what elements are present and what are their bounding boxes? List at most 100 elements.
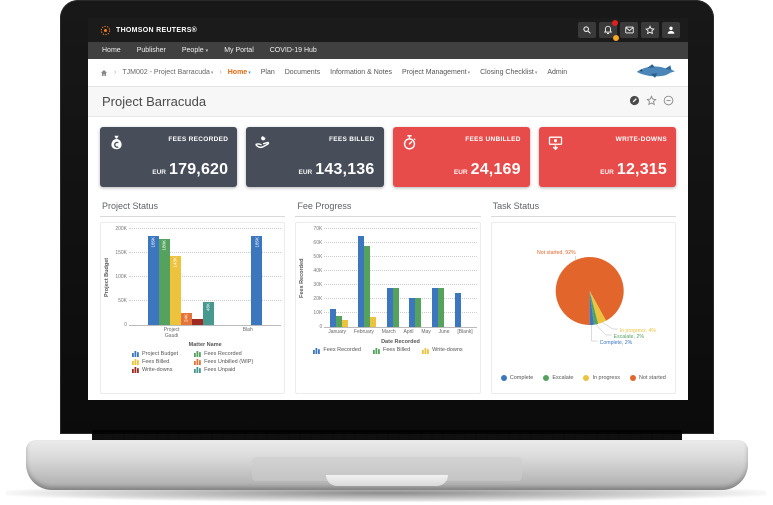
x-axis-label: Matter Name: [188, 342, 222, 348]
y-tick: 70K: [313, 226, 323, 232]
bar-group-january: [329, 309, 348, 327]
bar-fees-billed[interactable]: [415, 298, 422, 327]
y-tick: 50K: [118, 298, 127, 304]
tab-admin[interactable]: Admin: [547, 69, 568, 76]
tr-orbit-icon: [100, 25, 111, 35]
bar-fees-unbilled-wip-[interactable]: 24K: [180, 313, 192, 325]
legend-item-fees-unbilled-wip-[interactable]: Fees Unbilled (WIP): [194, 358, 253, 365]
nav-item-covid-19-hub[interactable]: COVID-19 Hub: [269, 47, 317, 54]
bar-write-downs[interactable]: [191, 319, 203, 325]
hand-coin-icon: [254, 134, 271, 156]
y-tick: 150K: [115, 250, 127, 256]
pie-slice-not-started[interactable]: [555, 257, 624, 325]
laptop-lid-notch: [326, 475, 448, 486]
bar-write-downs[interactable]: [370, 317, 377, 327]
bar-fees-billed[interactable]: [335, 316, 342, 327]
pie-slice-in-progress[interactable]: [589, 291, 606, 324]
fee-progress-chart: Fees Recorded 0 10K 20K 30K 40K 50K 60K 70K Janua…: [295, 222, 481, 394]
bar-fees-recorded[interactable]: [454, 293, 461, 327]
kpi-label: FEES UNBILLED: [465, 136, 521, 143]
y-tick: 40K: [313, 268, 323, 274]
bar-fees-billed[interactable]: 143K: [169, 256, 181, 325]
legend-item-project-budget[interactable]: Project Budget: [132, 350, 178, 357]
y-tick: 30K: [313, 282, 323, 288]
bar-fees-billed[interactable]: [364, 246, 371, 327]
pie-chart-icon: [629, 375, 636, 381]
bar-fees-recorded[interactable]: [409, 298, 416, 327]
bar-chart-icon: [132, 367, 139, 373]
home-icon[interactable]: [100, 64, 108, 82]
chart-legend: Project Budget Fees Recorded Fees Billed Fe…: [104, 350, 281, 373]
legend-item-escalate[interactable]: Escalate: [543, 375, 573, 381]
nav-item-home[interactable]: Home: [102, 47, 121, 54]
bar-fees-recorded[interactable]: [432, 288, 439, 327]
bar-group-february: [358, 236, 377, 327]
bar-group-april: [409, 298, 422, 327]
legend-item-not-started[interactable]: Not started: [629, 375, 666, 381]
pie-slice-escalate[interactable]: [589, 291, 598, 325]
mail-icon[interactable]: [620, 22, 638, 38]
kpi-card-fees-billed[interactable]: FEES BILLED EUR 143,136: [246, 127, 384, 187]
bar-group-project-gaudi: 185K 180K 143K 24K 48K: [147, 236, 214, 325]
nav-item-publisher[interactable]: Publisher: [136, 47, 166, 54]
bar-fees-billed[interactable]: [392, 288, 399, 327]
bar-fees-recorded[interactable]: [386, 288, 393, 327]
pie-label: Not started, 92%: [537, 250, 576, 256]
legend-item-fees-recorded[interactable]: Fees Recorded: [194, 350, 253, 357]
tab-documents[interactable]: Documents: [284, 69, 321, 76]
notifications-icon[interactable]: [599, 20, 619, 41]
legend-item-fees-unpaid[interactable]: Fees Unpaid: [194, 366, 253, 373]
project-status-panel: Project Status Project Budget 0 50K 100K 150…: [100, 201, 286, 394]
bar-fees-unpaid[interactable]: 48K: [202, 302, 214, 325]
y-tick: 0: [319, 324, 323, 330]
pie-slice-complete[interactable]: [589, 291, 594, 325]
bar-fees-recorded[interactable]: [329, 309, 336, 327]
bar-group-june: [454, 293, 461, 327]
account-icon[interactable]: [662, 22, 680, 38]
bar-fees-billed[interactable]: [438, 288, 445, 327]
kpi-card-write-downs[interactable]: WRITE-DOWNS EUR 12,315: [538, 127, 676, 187]
topbar-icon-group: [578, 20, 680, 41]
pie-label: In progress, 4%: [619, 328, 656, 334]
kpi-value: EUR 143,136: [298, 161, 375, 178]
nav-item-people[interactable]: People ▾: [181, 47, 209, 54]
tab-closing-checklist[interactable]: Closing Checklist▾: [480, 69, 538, 76]
edit-icon[interactable]: [629, 93, 640, 111]
legend-item-complete[interactable]: Complete: [500, 375, 533, 381]
search-icon[interactable]: [578, 22, 596, 38]
legend-item-write-downs[interactable]: Write-downs: [132, 366, 178, 373]
matter-crumb[interactable]: TJM002 - Project Barracuda▾: [122, 69, 214, 76]
bar-project-budget[interactable]: 185K: [251, 236, 263, 325]
tab-project-management[interactable]: Project Management▾: [402, 69, 471, 76]
legend-item-in-progress[interactable]: In progress: [583, 375, 620, 381]
kpi-card-fees-recorded[interactable]: FEES RECORDED EUR 179,620: [100, 127, 238, 187]
bar-fees-recorded[interactable]: [358, 236, 365, 327]
top-app-bar: THOMSON REUTERS®: [88, 18, 688, 42]
bar-fees-recorded[interactable]: 180K: [158, 239, 170, 325]
legend-item-write-downs[interactable]: Write-downs: [422, 347, 463, 354]
legend-item-fees-billed[interactable]: Fees Billed: [372, 347, 410, 354]
tab-home[interactable]: Home▾: [227, 69, 251, 76]
pie-chart-icon: [500, 375, 507, 381]
bar-write-downs[interactable]: [341, 320, 348, 327]
y-tick: 10K: [313, 310, 323, 316]
laptop-base: [26, 440, 748, 490]
favorites-icon[interactable]: [641, 22, 659, 38]
bar-value-label: 185K: [150, 237, 156, 248]
kpi-label: WRITE-DOWNS: [615, 136, 667, 143]
bar-value-label: 180K: [161, 240, 167, 251]
collapse-icon[interactable]: [663, 93, 674, 111]
kpi-card-fees-unbilled[interactable]: FEES UNBILLED EUR 24,169: [392, 127, 530, 187]
favorite-icon[interactable]: [646, 93, 657, 111]
bar-value-label: 143K: [172, 257, 178, 268]
legend-item-fees-recorded[interactable]: Fees Recorded: [313, 347, 361, 354]
chart-title: Task Status: [490, 201, 676, 217]
nav-item-my-portal[interactable]: My Portal: [224, 47, 254, 54]
breadcrumb: › TJM002 - Project Barracuda▾ › Home▾ Pla…: [88, 59, 688, 87]
bar-project-budget[interactable]: 185K: [147, 236, 159, 325]
task-status-chart: Not started, 92% In progress, 4% Escalate,…: [490, 222, 676, 394]
legend-item-fees-billed[interactable]: Fees Billed: [132, 358, 178, 365]
barracuda-logo: [634, 62, 676, 84]
tab-information-notes[interactable]: Information & Notes: [330, 69, 393, 76]
tab-plan[interactable]: Plan: [260, 69, 275, 76]
